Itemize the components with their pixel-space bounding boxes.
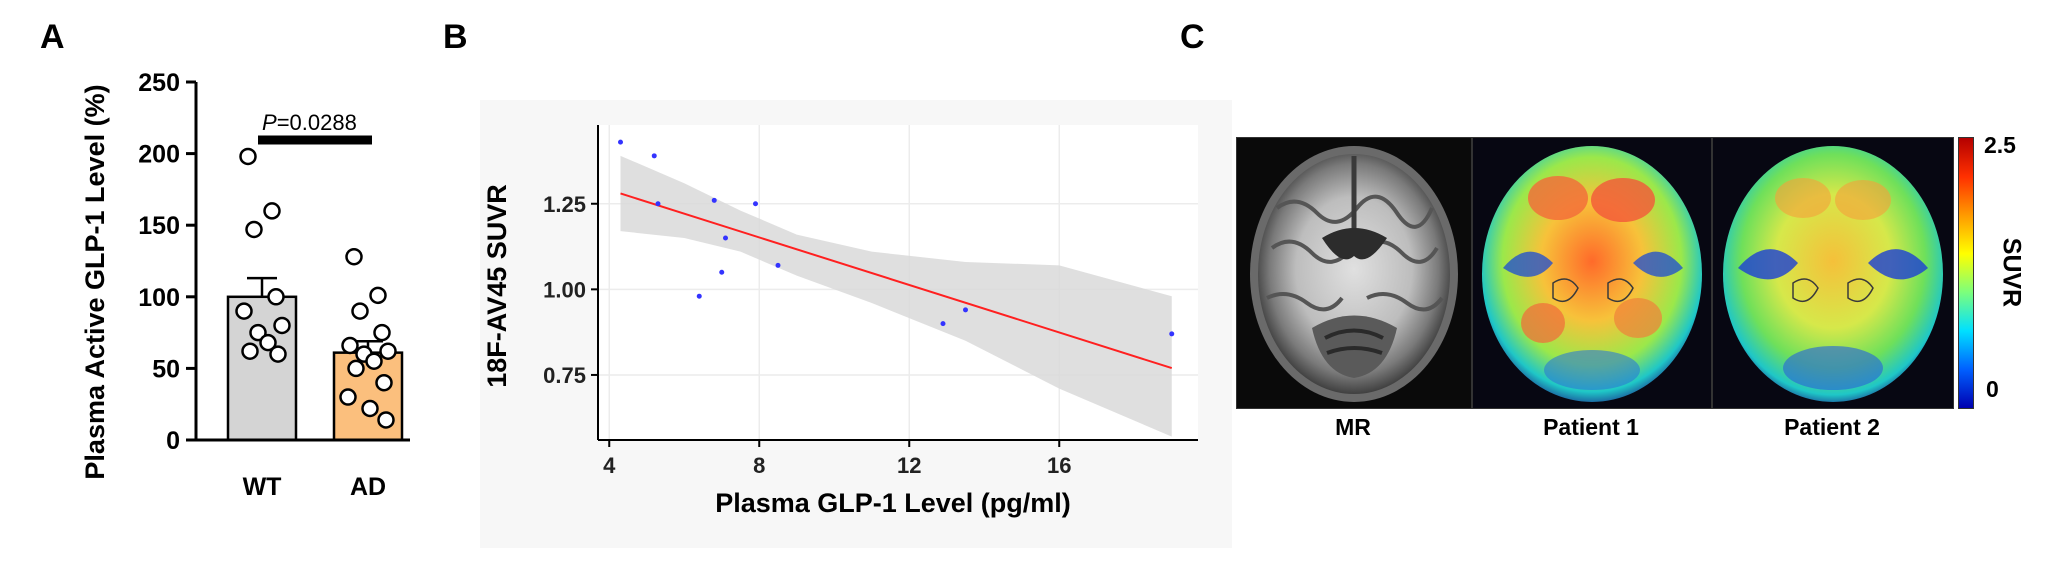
caption-patient-1: Patient 1	[1543, 414, 1639, 440]
y-axis-title: 18F-AV45 SUVR	[482, 184, 512, 388]
panel-label-a: A	[40, 18, 65, 56]
y-tick-label: 1.25	[543, 192, 586, 217]
data-point	[267, 288, 285, 306]
patient2-pet-image	[1712, 137, 1954, 409]
data-point	[339, 388, 357, 406]
data-point	[1169, 331, 1175, 337]
mr-brain-image	[1236, 137, 1472, 409]
data-point	[369, 286, 387, 305]
x-tick-label: 16	[1047, 453, 1071, 478]
data-point	[235, 302, 253, 320]
data-point	[269, 345, 287, 363]
x-tick-label: 8	[753, 453, 765, 478]
y-tick-label: 0	[166, 427, 180, 455]
data-point	[963, 307, 968, 313]
data-point	[711, 197, 717, 203]
data-point	[940, 321, 946, 327]
data-point	[379, 342, 397, 360]
data-point	[245, 220, 263, 239]
data-point	[347, 359, 365, 378]
data-point	[239, 147, 257, 166]
data-point	[365, 352, 383, 370]
x-tick-label: 12	[897, 453, 921, 478]
colorbar-title: SUVR	[1997, 237, 2026, 308]
data-point	[723, 235, 728, 241]
p-label: P	[262, 110, 277, 135]
data-point	[249, 323, 267, 342]
y-tick-label: 100	[138, 284, 180, 312]
scatter-chart-b: 4 8 12 16 0.75 1.00 1.25 Plasma GLP-1 Level (p…	[482, 125, 1198, 518]
x-tick-label: WT	[243, 473, 282, 501]
data-point	[263, 202, 281, 220]
y-tick-label: 1.00	[543, 277, 586, 302]
x-axis-title: Plasma GLP-1 Level (pg/ml)	[715, 488, 1071, 518]
y-tick-label: 250	[138, 69, 180, 97]
panel-label-c: C	[1180, 18, 1205, 56]
patient1-pet-image	[1472, 137, 1712, 409]
data-point	[651, 153, 657, 159]
colorbar-max-label: 2.5	[1984, 132, 2016, 158]
colorbar-min-label: 0	[1986, 376, 1999, 402]
data-point	[377, 411, 395, 429]
panel-label-b: B	[443, 18, 468, 56]
data-point	[259, 333, 277, 352]
data-point	[361, 399, 379, 418]
data-point	[719, 269, 725, 275]
data-point	[375, 373, 393, 392]
regression-line	[620, 192, 1173, 370]
data-point	[618, 139, 623, 145]
data-point	[775, 262, 781, 268]
y-tick-label: 0.75	[543, 363, 586, 388]
data-point	[753, 201, 758, 207]
data-point	[373, 323, 391, 342]
x-tick-label: AD	[350, 473, 386, 501]
y-axis-title: Plasma Active GLP-1 Level (%)	[80, 84, 110, 479]
caption-patient-2: Patient 2	[1784, 414, 1880, 440]
data-point	[345, 247, 363, 266]
p-value: =0.0288	[277, 110, 357, 135]
y-tick-label: 50	[152, 355, 180, 383]
data-point	[696, 293, 702, 299]
data-point	[273, 316, 291, 335]
y-tick-label: 150	[138, 212, 180, 240]
data-point	[351, 302, 369, 320]
confidence-band	[620, 155, 1172, 437]
data-point	[241, 342, 259, 360]
data-point	[341, 336, 359, 355]
caption-mr: MR	[1335, 414, 1371, 440]
p-value-annotation: P=0.0288	[262, 110, 357, 135]
data-point	[655, 201, 661, 207]
bar-chart-a: 0 50 100 150 200 250 WT AD Plasma Active GLP-1…	[80, 69, 410, 501]
x-tick-label: 4	[603, 453, 616, 478]
suvr-colorbar	[1958, 137, 1974, 409]
y-tick-label: 200	[138, 141, 180, 169]
